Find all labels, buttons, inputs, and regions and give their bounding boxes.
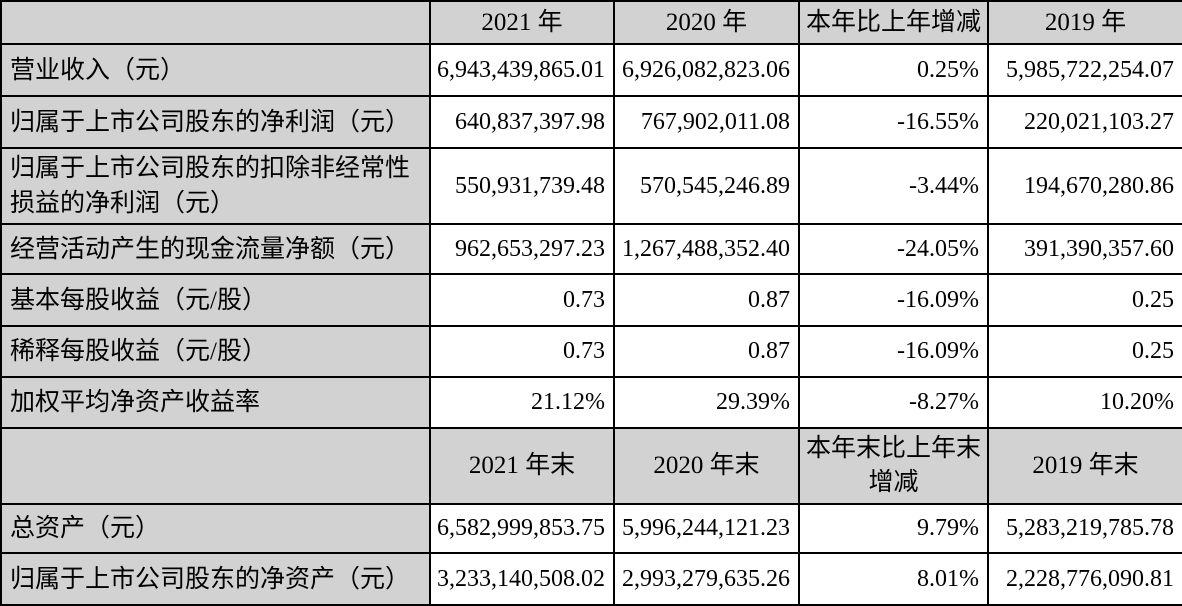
basic-eps-2021: 0.73 [429, 273, 615, 327]
diluted-eps-2020: 0.87 [613, 325, 800, 378]
net-profit-2020: 767,902,011.08 [613, 95, 800, 149]
operating-cash-flow-2021: 962,653,297.23 [429, 223, 615, 275]
period-header-row: 2021 年 2020 年 本年比上年增减 2019 年 [0, 0, 1182, 45]
net-profit-excl-yoy-change: -3.44% [798, 147, 989, 225]
weighted-avg-roe-yoy-change: -8.27% [798, 376, 989, 429]
eoy-header-row: 2021 年末 2020 年末 本年末比上年末增减 2019 年末 [0, 427, 1182, 505]
total-assets-2019: 5,283,219,785.78 [987, 503, 1182, 554]
row-label-net-assets: 归属于上市公司股东的净资产（元） [0, 552, 431, 606]
table-row-net-assets: 归属于上市公司股东的净资产（元） 3,233,140,508.02 2,993,… [0, 552, 1182, 606]
weighted-avg-roe-2021: 21.12% [429, 376, 615, 429]
revenue-2019: 5,985,722,254.07 [987, 43, 1182, 97]
col-header-2020: 2020 年 [613, 0, 800, 45]
row-label-net-profit-excl-nonrecurring: 归属于上市公司股东的扣除非经常性损益的净利润（元） [0, 147, 431, 225]
basic-eps-2020: 0.87 [613, 273, 800, 327]
diluted-eps-2021: 0.73 [429, 325, 615, 378]
col-header-2019-eoy: 2019 年末 [987, 427, 1182, 505]
total-assets-2021: 6,582,999,853.75 [429, 503, 615, 554]
net-profit-excl-2021: 550,931,739.48 [429, 147, 615, 225]
corner-blank-cell [0, 0, 431, 45]
operating-cash-flow-yoy-change: -24.05% [798, 223, 989, 275]
table-row-basic-eps: 基本每股收益（元/股） 0.73 0.87 -16.09% 0.25 [0, 273, 1182, 327]
table-row-operating-cash-flow: 经营活动产生的现金流量净额（元） 962,653,297.23 1,267,48… [0, 223, 1182, 275]
col-header-eoy-change-text: 本年末比上年末增减 [805, 435, 981, 496]
table-row-total-assets: 总资产（元） 6,582,999,853.75 5,996,244,121.23… [0, 503, 1182, 554]
row-label-revenue: 营业收入（元） [0, 43, 431, 97]
row-label-basic-eps: 基本每股收益（元/股） [0, 273, 431, 327]
table-row-net-profit-excl-nonrecurring: 归属于上市公司股东的扣除非经常性损益的净利润（元） 550,931,739.48… [0, 147, 1182, 225]
row-label-weighted-avg-roe: 加权平均净资产收益率 [0, 376, 431, 429]
total-assets-yoy-change: 9.79% [798, 503, 989, 554]
row-label-operating-cash-flow: 经营活动产生的现金流量净额（元） [0, 223, 431, 275]
net-profit-2021: 640,837,397.98 [429, 95, 615, 149]
col-header-2019: 2019 年 [987, 0, 1182, 45]
revenue-2020: 6,926,082,823.06 [613, 43, 800, 97]
weighted-avg-roe-2020: 29.39% [613, 376, 800, 429]
row-label-total-assets: 总资产（元） [0, 503, 431, 554]
basic-eps-yoy-change: -16.09% [798, 273, 989, 327]
table-row-weighted-avg-roe: 加权平均净资产收益率 21.12% 29.39% -8.27% 10.20% [0, 376, 1182, 429]
net-profit-yoy-change: -16.55% [798, 95, 989, 149]
net-profit-excl-2019: 194,670,280.86 [987, 147, 1182, 225]
net-assets-2021: 3,233,140,508.02 [429, 552, 615, 606]
row-label-net-profit: 归属于上市公司股东的净利润（元） [0, 95, 431, 149]
revenue-yoy-change: 0.25% [798, 43, 989, 97]
col-header-2021: 2021 年 [429, 0, 615, 45]
col-header-2020-eoy: 2020 年末 [613, 427, 800, 505]
eoy-corner-blank-cell [0, 427, 431, 505]
net-assets-2019: 2,228,776,090.81 [987, 552, 1182, 606]
diluted-eps-2019: 0.25 [987, 325, 1182, 378]
operating-cash-flow-2020: 1,267,488,352.40 [613, 223, 800, 275]
table-row-revenue: 营业收入（元） 6,943,439,865.01 6,926,082,823.0… [0, 43, 1182, 97]
col-header-eoy-change: 本年末比上年末增减 [798, 427, 989, 505]
diluted-eps-yoy-change: -16.09% [798, 325, 989, 378]
net-profit-2019: 220,021,103.27 [987, 95, 1182, 149]
total-assets-2020: 5,996,244,121.23 [613, 503, 800, 554]
net-profit-excl-2020: 570,545,246.89 [613, 147, 800, 225]
table-row-net-profit: 归属于上市公司股东的净利润（元） 640,837,397.98 767,902,… [0, 95, 1182, 149]
col-header-2021-eoy: 2021 年末 [429, 427, 615, 505]
table-row-diluted-eps: 稀释每股收益（元/股） 0.73 0.87 -16.09% 0.25 [0, 325, 1182, 378]
revenue-2021: 6,943,439,865.01 [429, 43, 615, 97]
operating-cash-flow-2019: 391,390,357.60 [987, 223, 1182, 275]
net-assets-2020: 2,993,279,635.26 [613, 552, 800, 606]
row-label-diluted-eps: 稀释每股收益（元/股） [0, 325, 431, 378]
basic-eps-2019: 0.25 [987, 273, 1182, 327]
net-assets-yoy-change: 8.01% [798, 552, 989, 606]
weighted-avg-roe-2019: 10.20% [987, 376, 1182, 429]
col-header-yoy-change: 本年比上年增减 [798, 0, 989, 45]
